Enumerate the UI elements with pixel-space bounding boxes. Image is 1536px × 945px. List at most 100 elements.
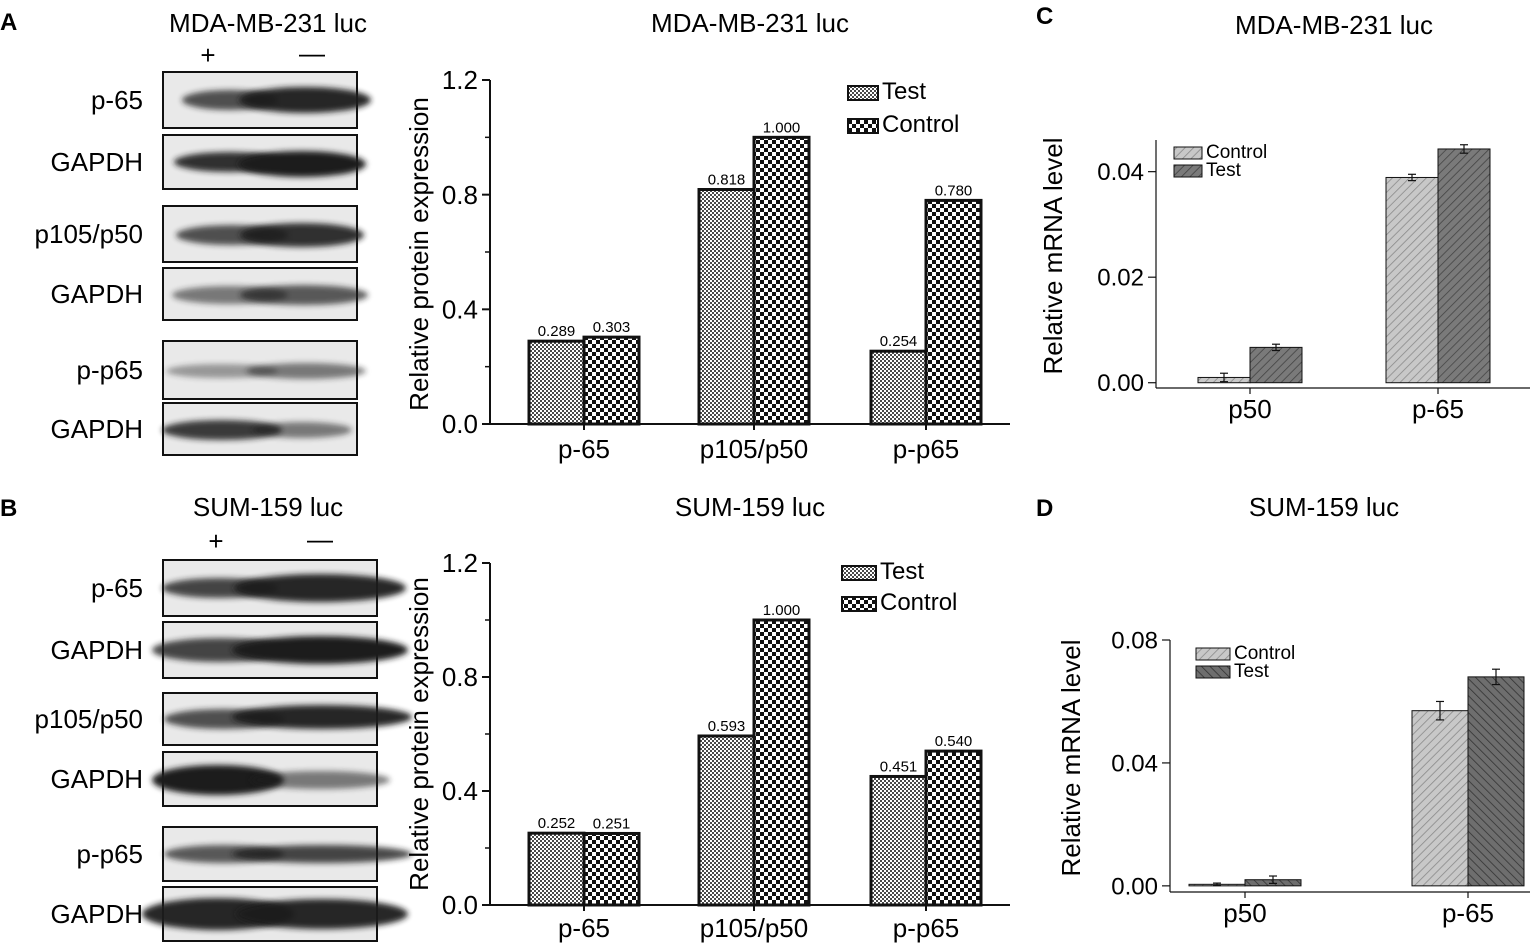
x-tick-label: p-65 [1412, 394, 1464, 424]
data-label: 1.000 [763, 602, 801, 619]
y-tick-label: 0.8 [442, 662, 478, 692]
legend-label-control: Control [880, 589, 957, 616]
legend: Test Control [847, 78, 959, 138]
data-label: 1.000 [763, 119, 801, 136]
bar-control-p105/p50 [752, 618, 811, 907]
panel-letter-d: D [1036, 495, 1053, 522]
y-tick-label: 0.4 [442, 294, 478, 324]
data-label: 0.780 [935, 182, 973, 199]
y-axis-label: Relative protein expression [404, 97, 434, 411]
blot-a-row-1: p-65 [91, 71, 371, 129]
legend-swatch-test [841, 565, 877, 581]
y-tick-label: 0.08 [1111, 627, 1158, 654]
bar-test-p-p65 [869, 774, 928, 907]
western-blot-a: MDA-MB-231 luc + — p-65 GAPDH p105/p50 GAPD… [35, 8, 371, 456]
chart-title: MDA-MB-231 luc [651, 8, 849, 38]
bar-control-p105/p50 [752, 135, 811, 426]
band-minus [236, 899, 408, 929]
data-label: 0.593 [708, 718, 746, 735]
legend-label-test: Test [880, 558, 924, 585]
band-minus [238, 151, 366, 177]
legend-label-control: Control [1206, 142, 1267, 163]
chart-title: SUM-159 luc [1249, 492, 1399, 522]
x-tick-label: p-p65 [893, 913, 960, 943]
band-plus [166, 364, 278, 378]
blot-label: p-65 [91, 573, 143, 603]
panel-letter-a: A [0, 9, 17, 36]
data-label: 0.254 [880, 333, 918, 350]
y-tick-label: 0.00 [1111, 873, 1158, 900]
x-tick-label: p-65 [558, 913, 610, 943]
y-tick-label: 0.0 [442, 409, 478, 439]
y-tick-label: 1.2 [442, 548, 478, 578]
band-minus [250, 771, 390, 789]
blot-a-row-3: p105/p50 [35, 205, 364, 263]
y-tick-label: 0.0 [442, 890, 478, 920]
legend-swatch-test [1195, 665, 1231, 679]
bar-test-p-p65 [869, 349, 928, 426]
legend-label-control: Control [882, 111, 959, 138]
bar-test-p-65 [527, 339, 586, 426]
blot-b-row-2: GAPDH [51, 621, 408, 679]
bar-control-p-p65 [924, 749, 983, 907]
blot-label: GAPDH [51, 414, 143, 444]
blot-b-row-5: p-p65 [77, 826, 412, 882]
blot-label: GAPDH [51, 279, 143, 309]
panel-letter-c: C [1036, 3, 1053, 30]
legend-swatch-control [1173, 146, 1203, 160]
y-tick-label: 1.2 [442, 65, 478, 95]
bar-test-p105/p50 [697, 734, 756, 907]
band-minus [232, 705, 412, 729]
band-minus [240, 223, 364, 247]
y-tick-label: 0.4 [442, 776, 478, 806]
data-label: 0.251 [593, 815, 631, 832]
x-tick-label: p50 [1223, 898, 1266, 928]
panel-letter-b: B [0, 495, 17, 522]
blot-a-row-6: GAPDH [51, 402, 358, 456]
bar-test-p105/p50 [697, 188, 756, 426]
blot-a-minus: — [299, 38, 325, 68]
bar-control-p-p65 [924, 198, 983, 426]
band-minus [239, 87, 371, 113]
blot-a-plus: + [200, 40, 215, 70]
blot-label: p-p65 [77, 839, 144, 869]
bar-test-p-65 [1467, 676, 1525, 887]
y-tick-label: 0.00 [1097, 370, 1144, 397]
chart-d-bar: SUM-159 luc Relative mRNA level 0.00 0.04 0.… [1056, 492, 1530, 928]
blot-label: p105/p50 [35, 219, 143, 249]
chart-title: MDA-MB-231 luc [1235, 10, 1433, 40]
legend: Test Control [841, 558, 957, 616]
blot-b-row-3: p105/p50 [35, 692, 412, 746]
band-minus [252, 422, 352, 438]
blot-b-row-4: GAPDH [51, 751, 390, 807]
y-tick-label: 0.02 [1097, 265, 1144, 292]
chart-a-bar: MDA-MB-231 luc Relative protein expressio… [404, 8, 1010, 464]
x-tick-label: p50 [1228, 394, 1271, 424]
blot-label: GAPDH [51, 147, 143, 177]
bar-control-p-65 [582, 335, 641, 426]
blot-b-cell-line: SUM-159 luc [193, 492, 343, 522]
data-label: 0.818 [708, 172, 746, 189]
y-tick-label: 0.04 [1097, 159, 1144, 186]
data-label: 0.540 [935, 733, 973, 750]
band-minus [234, 574, 406, 602]
chart-c-bar: MDA-MB-231 luc Relative mRNA level 0.00 0.0… [1038, 10, 1530, 424]
blot-b-plus: + [208, 526, 223, 556]
bar-test-p-65 [527, 831, 586, 907]
bar-test-p-65 [1437, 148, 1491, 384]
blot-label: p-65 [91, 85, 143, 115]
blot-a-cell-line: MDA-MB-231 luc [169, 8, 367, 38]
bar-control-p-65 [1411, 710, 1469, 887]
blot-b-minus: — [307, 524, 333, 554]
blot-a-row-4: GAPDH [51, 267, 368, 321]
bar-control-p-65 [1385, 176, 1439, 384]
data-label: 0.252 [538, 815, 576, 832]
blot-label: p105/p50 [35, 704, 143, 734]
legend-label-control: Control [1234, 643, 1295, 664]
x-tick-label: p105/p50 [700, 913, 808, 943]
legend-swatch-control [847, 118, 879, 134]
band-minus [246, 363, 366, 379]
band-minus [232, 845, 412, 863]
